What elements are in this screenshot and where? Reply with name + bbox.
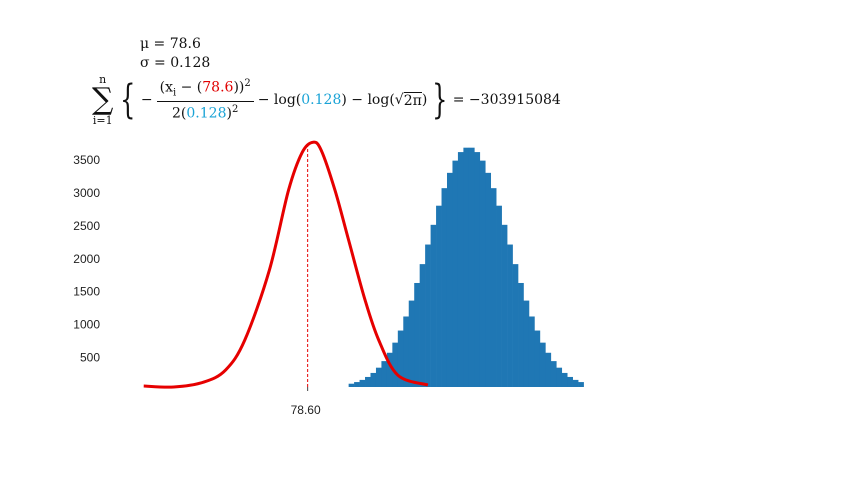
bar: [457, 152, 464, 387]
mu-in-formula: 78.6: [202, 80, 234, 97]
numerator: (xi − (78.6))2: [156, 78, 254, 102]
y-tick-label: 1000: [73, 317, 100, 331]
sqrt-arg: 2π: [403, 91, 422, 109]
bar: [397, 330, 404, 387]
bar: [539, 342, 546, 387]
sigma-in-formula: 0.128: [186, 105, 227, 122]
den-a: 2(: [172, 105, 187, 122]
bar: [354, 382, 360, 387]
bar: [348, 383, 355, 387]
y-tick-label: 3500: [73, 153, 100, 167]
bar: [419, 264, 426, 387]
mu-line: μ = 78.6: [140, 36, 201, 52]
y-tick-label: 2500: [73, 219, 100, 233]
num-c: )): [233, 80, 245, 97]
bar: [425, 244, 431, 387]
sigma-line: σ = 0.128: [140, 55, 210, 71]
sum-upper: n: [99, 73, 107, 86]
bar: [545, 352, 552, 387]
bar: [550, 361, 557, 387]
bar: [452, 160, 459, 387]
sum: n ∑ i=1: [92, 74, 113, 126]
bar: [392, 342, 399, 387]
bar: [414, 282, 420, 387]
sqrt: √: [394, 92, 404, 108]
x-tick-label: 78.60: [291, 403, 321, 417]
bar: [430, 224, 437, 387]
bar: [375, 367, 382, 387]
y-tick-label: 2000: [73, 252, 100, 266]
fitted-curve: [143, 140, 429, 389]
bar: [567, 376, 573, 387]
log-b: ) − log(: [341, 92, 395, 108]
close-brace: }: [432, 77, 448, 123]
bar: [468, 147, 475, 387]
mu-value: 78.6: [169, 36, 201, 52]
bar: [501, 224, 508, 387]
bar: [578, 382, 584, 387]
y-tick-label: 1500: [73, 285, 100, 299]
num-b: − (: [176, 80, 203, 97]
formula: n ∑ i=1 { − (xi − (78.6))2 2(0.128)2 − l…: [92, 74, 561, 126]
mu-eq: μ =: [140, 36, 170, 52]
den-exp: 2: [231, 103, 239, 115]
num-a: (x: [159, 80, 173, 97]
bar: [386, 352, 393, 387]
y-tick-label: 3000: [73, 186, 100, 200]
num-exp: 2: [244, 78, 251, 90]
bar: [523, 300, 530, 387]
log-c: ): [421, 92, 428, 108]
bar: [436, 205, 442, 387]
den-b: ): [226, 105, 232, 122]
denominator: 2(0.128)2: [169, 102, 241, 122]
bar: [572, 379, 579, 387]
sigma-eq: σ =: [140, 55, 171, 71]
y-tick-label: 500: [80, 350, 100, 364]
bar: [474, 152, 481, 387]
sum-lower: i=1: [92, 114, 113, 127]
bar: [359, 379, 366, 387]
bar: [534, 330, 541, 387]
sigma-value: 0.128: [170, 55, 211, 71]
bar: [507, 244, 513, 387]
result: = −303915084: [452, 92, 561, 108]
bar: [446, 172, 453, 387]
bar: [528, 316, 535, 387]
bar: [485, 172, 492, 387]
bar: [556, 367, 563, 387]
sigma-in-log: 0.128: [301, 92, 342, 108]
bar: [408, 300, 415, 387]
sum-symbol: ∑: [92, 82, 114, 117]
bar: [518, 282, 524, 387]
fraction: (xi − (78.6))2 2(0.128)2: [156, 78, 254, 122]
bar: [479, 160, 486, 387]
num-sub: i: [172, 87, 177, 99]
bar: [463, 147, 470, 387]
bar: [370, 372, 377, 387]
bar: [512, 264, 519, 387]
bar: [490, 188, 497, 387]
minus: −: [140, 92, 153, 108]
bar: [496, 205, 502, 387]
bar: [403, 316, 410, 387]
log-a: − log(: [257, 92, 302, 108]
open-brace: {: [120, 77, 136, 123]
bar: [381, 361, 388, 387]
bar: [365, 376, 371, 387]
bar: [441, 188, 448, 387]
bar: [561, 372, 568, 387]
